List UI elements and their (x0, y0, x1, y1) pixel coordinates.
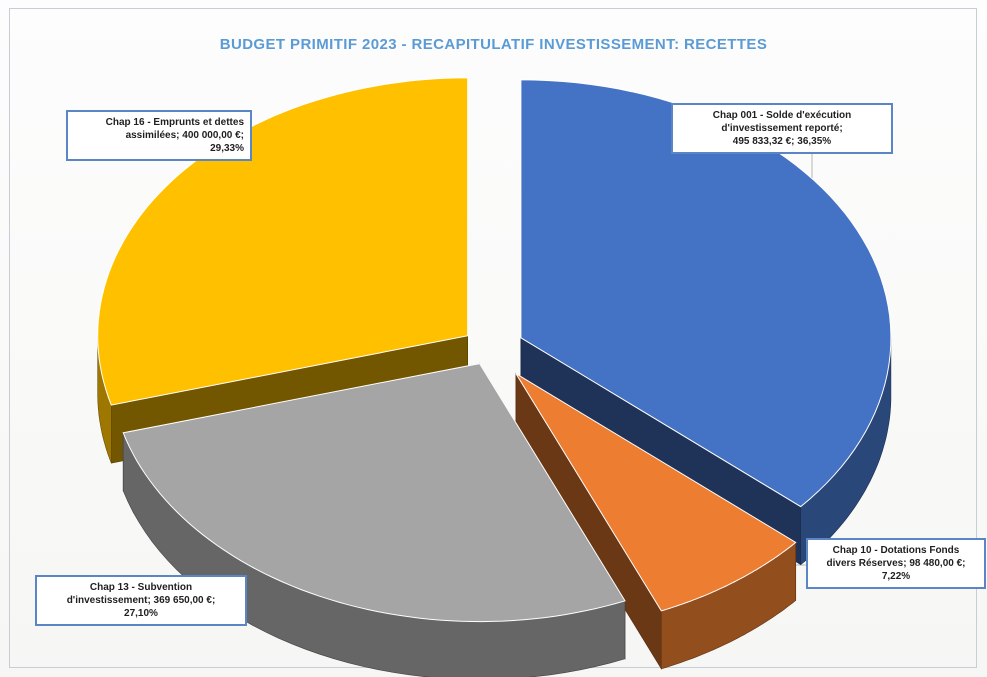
pie-slice-chap13-top (122, 363, 626, 623)
callout-chap16-line3: 29,33% (210, 143, 244, 154)
callout-chap001-line2: d'investissement reporté; (721, 123, 843, 134)
callout-chap10-line3: 7,22% (881, 571, 911, 582)
callout-chap10-line1: Chap 10 - Dotations Fonds (832, 545, 960, 556)
pie-slice-chap001-top (520, 79, 892, 508)
pie-slices (97, 77, 892, 677)
callout-chap001-line1: Chap 001 - Solde d'exécution (712, 110, 852, 121)
callout-chap13-line1: Chap 13 - Subvention (89, 582, 193, 593)
callout-chap16: Chap 16 - Emprunts et dettes assimilées;… (66, 110, 252, 161)
callout-chap16-line1: Chap 16 - Emprunts et dettes (105, 117, 244, 128)
callout-chap10: Chap 10 - Dotations Fonds divers Réserve… (806, 538, 986, 589)
callout-chap10-line2: divers Réserves; 98 480,00 €; (826, 558, 966, 569)
chart-title: BUDGET PRIMITIF 2023 - RECAPITULATIF INV… (219, 36, 768, 53)
callout-chap13-line2: d'investissement; 369 650,00 €; (66, 595, 216, 606)
pie-slice-chap10 (515, 372, 797, 670)
callout-chap001: Chap 001 - Solde d'exécution d'investiss… (671, 103, 893, 154)
pie-slice-chap16-top (97, 77, 469, 406)
pie-slice-chap13 (122, 362, 626, 677)
callout-chap16-line2: assimilées; 400 000,00 €; (125, 130, 244, 141)
pie-slice-chap10-top (515, 373, 797, 612)
callout-chap001-line3: 495 833,32 €; 36,35% (732, 136, 832, 147)
callout-chap13-line3: 27,10% (124, 608, 158, 619)
callout-chap13: Chap 13 - Subvention d'investissement; 3… (35, 575, 247, 626)
